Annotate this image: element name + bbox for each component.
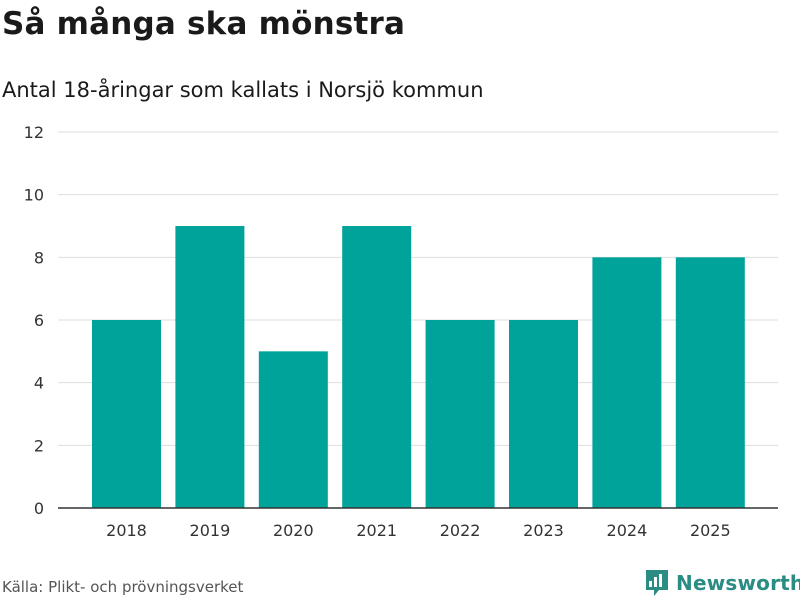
bar-2025 [675,257,745,508]
y-tick-label: 4 [34,374,44,393]
x-tick-label: 2020 [273,521,314,540]
grid-lines [58,131,778,446]
x-tick-label: 2021 [356,521,397,540]
bar-2021 [342,226,412,508]
x-tick-label: 2022 [440,521,481,540]
x-tick-label: 2023 [523,521,564,540]
chart-title: Så många ska mönstra [2,6,406,42]
y-tick-label: 6 [34,311,44,330]
x-tick-label: 2025 [690,521,731,540]
brand-name: Newsworthy [676,571,800,595]
bar-2023 [509,320,578,508]
bar-2019 [175,226,245,508]
source-note: Källa: Plikt- och prövningsverket [2,578,244,596]
x-tick-label: 2019 [190,521,231,540]
y-tick-label: 8 [34,248,44,267]
bars [92,226,745,508]
x-tick-label: 2024 [607,521,648,540]
bar-2024 [592,257,662,508]
chart-subtitle: Antal 18-åringar som kallats i Norsjö ko… [2,78,484,102]
brand-logo: Newsworthy [644,568,800,598]
y-tick-label: 2 [34,436,44,455]
newsworthy-logo-icon [646,570,668,596]
bar-2020 [258,351,328,508]
y-axis-ticks: 0 2 4 6 8 10 12 [24,123,44,518]
y-tick-label: 0 [34,499,44,518]
bar-2018 [92,320,161,508]
y-tick-label: 10 [24,186,44,205]
y-tick-label: 12 [24,123,44,142]
bar-2022 [425,320,495,508]
x-axis-ticks: 2018 2019 2020 2021 2022 2023 2024 2025 [106,521,731,540]
x-tick-label: 2018 [106,521,147,540]
